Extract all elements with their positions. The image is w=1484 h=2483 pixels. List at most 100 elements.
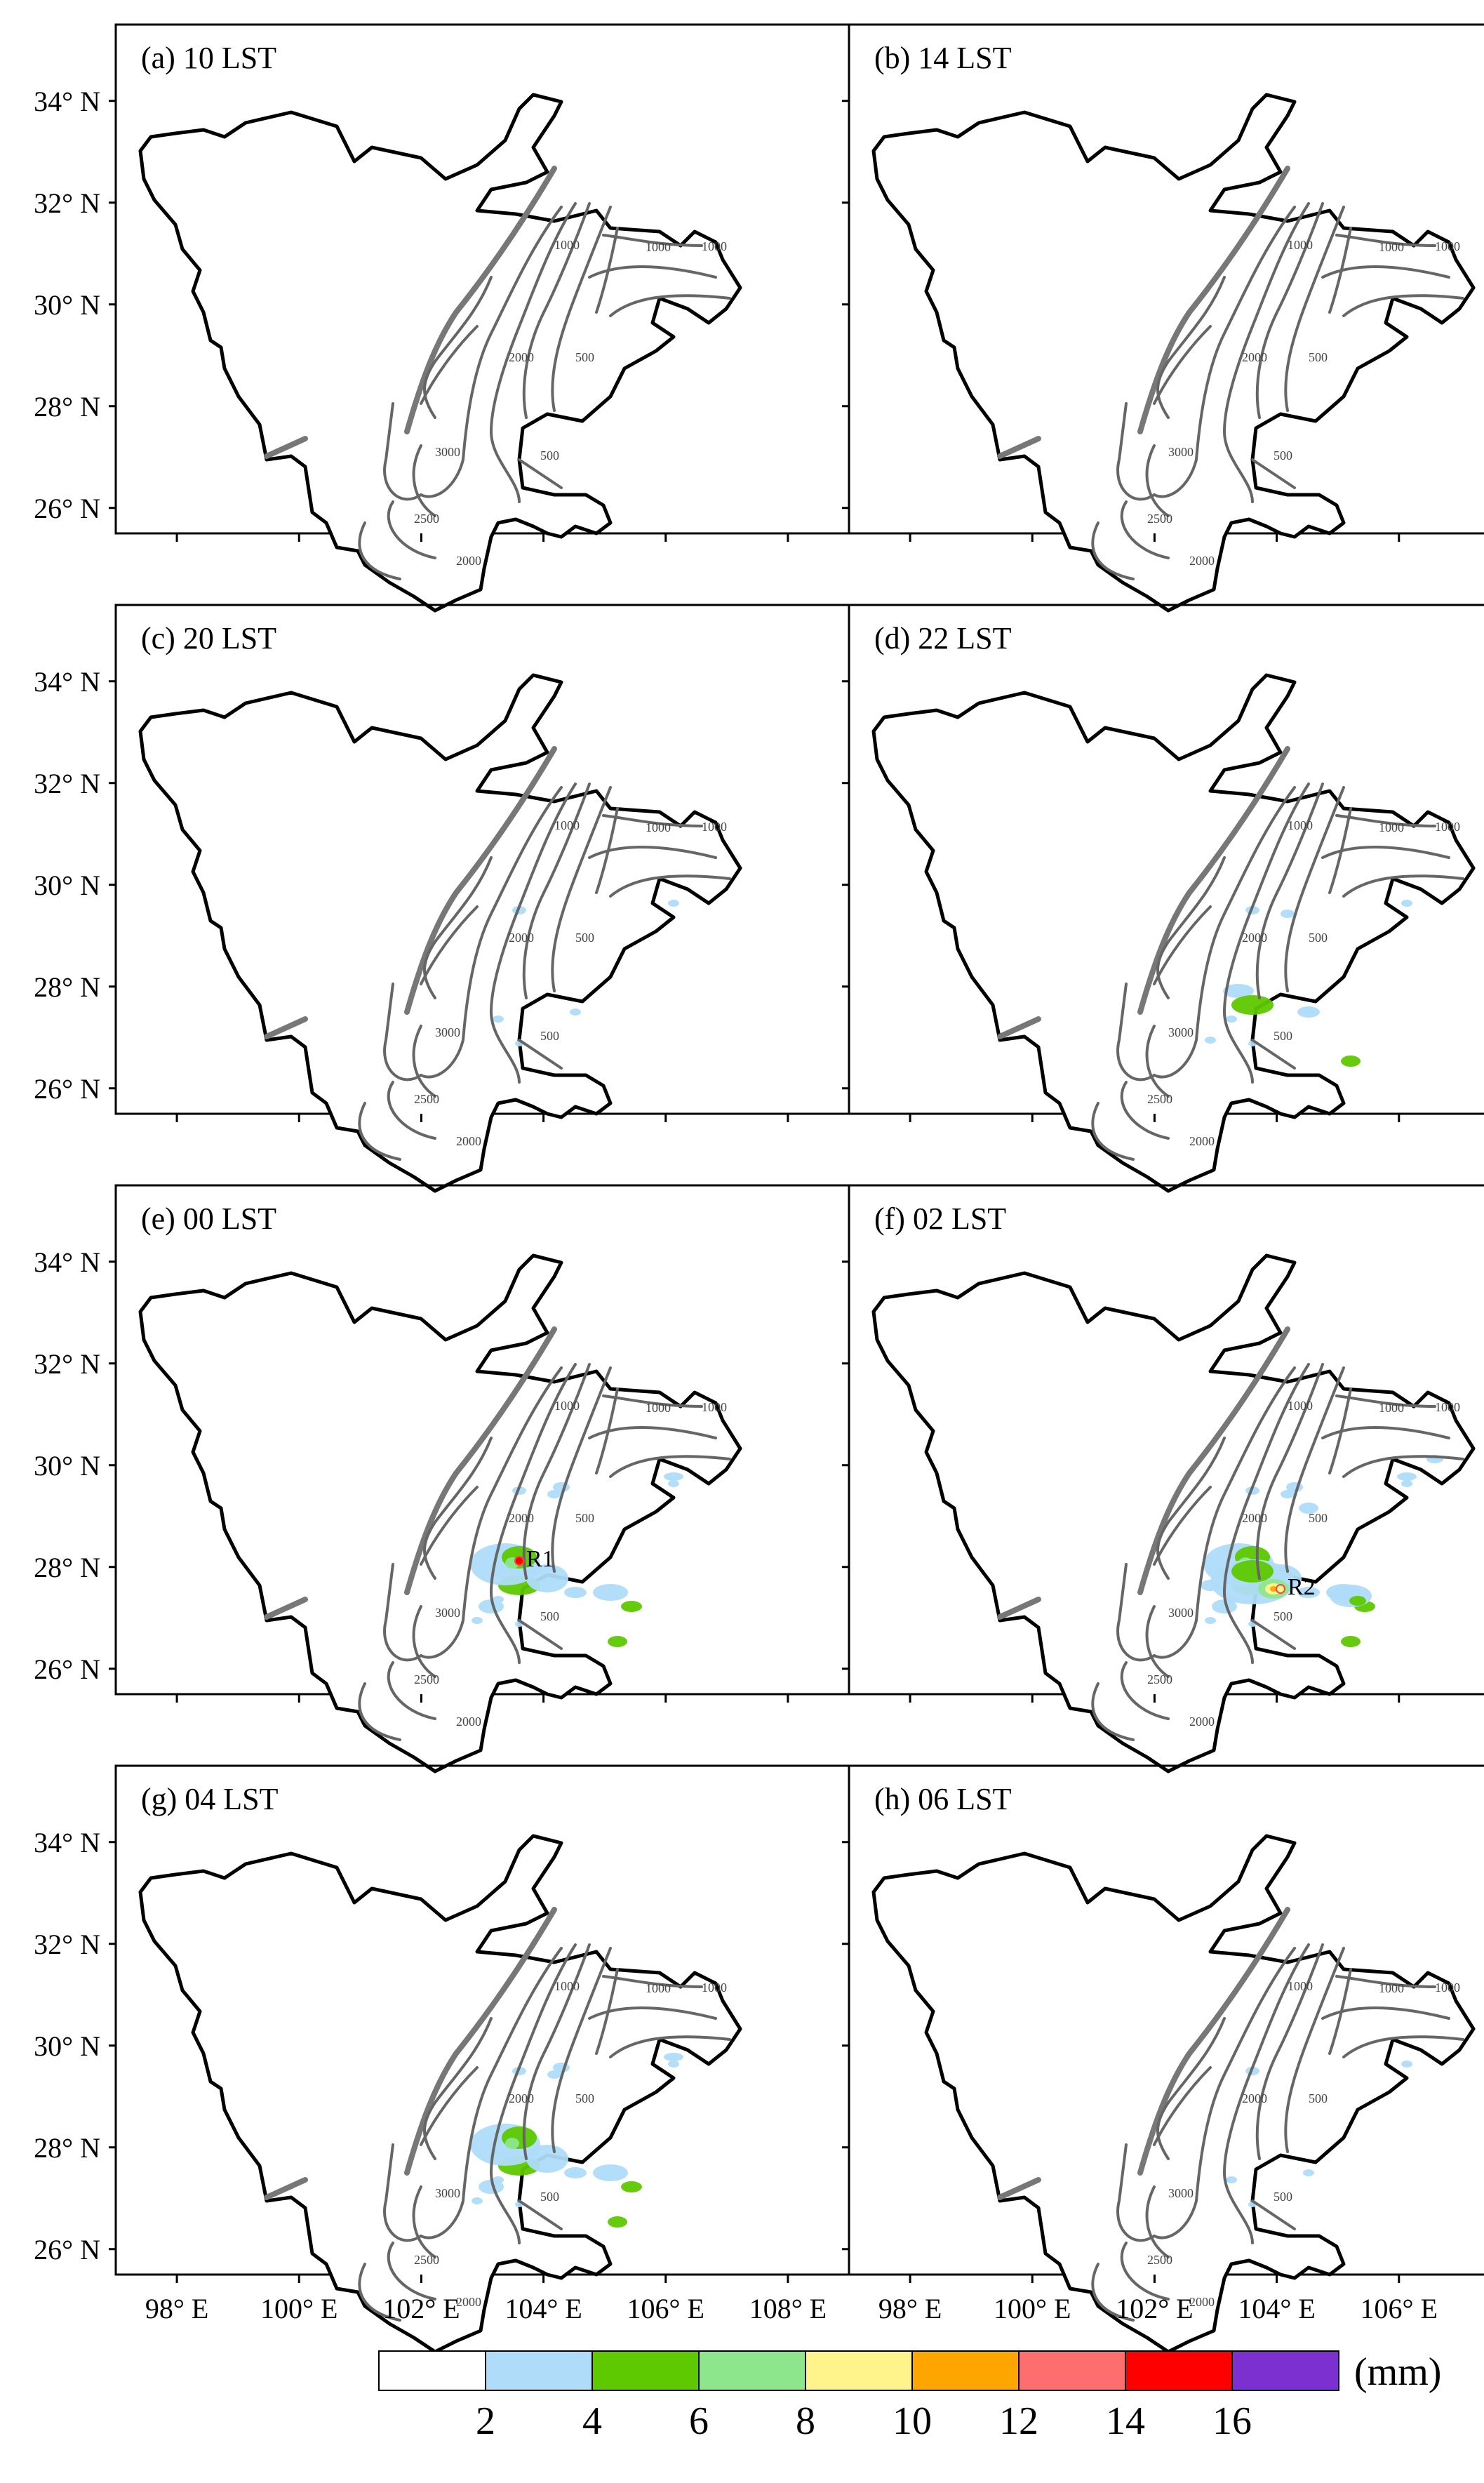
contour-line [1145,1605,1170,1678]
contour-label: 3000 [435,445,460,459]
contour-label: 1000 [646,1401,671,1415]
precip-patch [593,1584,628,1601]
lat-tick-label: 30° N [34,1450,100,1482]
panel-title: (a) 10 LST [141,41,276,75]
contour-line [1251,2199,1296,2230]
colorbar-segment [805,2350,913,2391]
contour-label: 1000 [1379,1401,1404,1415]
contour-label: 500 [1309,350,1328,364]
precip-patch [1401,1480,1412,1487]
contour-label: 500 [1309,1511,1328,1525]
lon-tick-label: 108° E [749,2293,827,2324]
contour-line [1116,402,1156,501]
contour-label: 3000 [435,2186,460,2200]
lon-tick-label: 98° E [878,2293,942,2324]
map-panel-b: 1000 1000 1000 500 500 2000 3000 2500 2000 (b) 14… [842,23,1484,611]
contour-label: 2000 [509,1511,534,1525]
contour-line [358,2263,401,2322]
contour-line [412,444,436,517]
map-panel-f: 1000 1000 1000 500 500 2000 3000 2500 2000 R2 (f) … [842,1184,1484,1771]
contour-label: 1000 [1288,818,1313,832]
contour-label: 1000 [554,818,580,832]
contour-label: 1000 [702,820,727,834]
precip-patch [1201,1580,1220,1591]
precip-patch [526,1564,568,1592]
contour-line [1223,1363,1310,1664]
panel-title: (e) 00 LST [141,1201,276,1236]
contour-line [1335,1975,1436,1988]
colorbar-tick-label: 4 [582,2399,602,2443]
contour-label: 500 [1274,448,1292,462]
contour-label: 2500 [414,512,439,526]
lon-tick-label: 100° E [260,2293,337,2324]
panel-title: (d) 22 LST [874,621,1012,655]
precip-patch [621,2181,642,2192]
lon-tick-label: 106° E [627,2293,704,2324]
colorbar-segment [1125,2350,1233,2391]
precipitation-field [1201,1455,1443,1647]
contour-line [1251,1039,1296,1070]
lon-tick-label: 104° E [504,2293,582,2324]
contour-line [387,1661,436,1720]
contour-line [412,1605,436,1678]
lon-tick-label: 102° E [382,2293,460,2324]
precip-patch [505,2138,519,2149]
contour-line [1321,1426,1450,1439]
precip-patch [1341,1636,1361,1647]
colorbar-unit: (mm) [1354,2350,1441,2394]
contour-label: 1000 [702,1400,727,1414]
contour-label: 2000 [1242,350,1267,364]
contour-line [1153,786,1296,1079]
precip-patch [1223,984,1254,998]
contour-line [1284,1947,1345,2153]
contour-line [490,202,577,503]
colorbar: 2 4 6 8 10 12 14 16 (mm) [378,2350,1441,2443]
contour-label: 1000 [1288,238,1313,252]
contour-label: 3000 [1168,1025,1194,1039]
contour-label: 500 [1274,1609,1292,1623]
contour-line [1120,2242,1170,2301]
contour-label: 3000 [1168,1606,1194,1620]
map-panel-h: 1000 1000 1000 500 500 2000 3000 2500 2000 (h) 06… [842,1764,1484,2352]
precip-patch [479,2180,504,2194]
panel-title: (g) 04 LST [141,1782,279,1816]
contour-line [1153,905,1212,985]
lat-tick-label: 32° N [34,187,100,219]
contour-line [1342,1455,1464,1478]
contour-line [1153,206,1296,498]
terrain-contours: 1000 1000 1000 500 500 2000 3000 2500 2000 [264,1907,731,2322]
precip-patch [479,1599,504,1613]
precip-patch [564,1587,587,1598]
map-panel-d: 1000 1000 1000 500 500 2000 3000 2500 2000 (d) 22… [842,604,1484,1191]
precip-patch [553,2063,570,2072]
contour-label: 2000 [1189,1134,1215,1148]
contour-label: 2500 [1147,1092,1172,1106]
contour-line [609,294,731,317]
contour-label: 500 [540,2190,559,2204]
contour-line [1335,1394,1436,1408]
contour-line [1120,500,1170,559]
contour-label: 3000 [1168,2186,1194,2200]
contour-label: 2000 [456,1715,481,1729]
contour-line [1091,2263,1135,2322]
precip-patch [664,1472,683,1481]
terrain-contours: 1000 1000 1000 500 500 2000 3000 2500 2000 [997,1326,1464,1741]
panel-title: (h) 06 LST [874,1782,1012,1816]
precip-patch [1401,900,1412,907]
contour-line [1137,746,1290,1015]
contour-line [1255,202,1324,419]
contour-label: 500 [540,448,559,462]
contour-label: 2000 [1242,931,1267,945]
contour-line [602,234,703,247]
colorbar-segment [485,2350,593,2391]
contour-line [1145,444,1170,517]
contour-line [1328,807,1352,894]
contour-label: 500 [540,1029,559,1043]
contour-line [1091,1682,1135,1741]
contour-line [420,905,479,985]
contour-line [1342,2035,1464,2058]
contour-label: 1000 [1288,1979,1313,1993]
contour-line [1284,206,1345,412]
precip-patch [526,2145,568,2173]
contour-label: 500 [1309,931,1328,945]
